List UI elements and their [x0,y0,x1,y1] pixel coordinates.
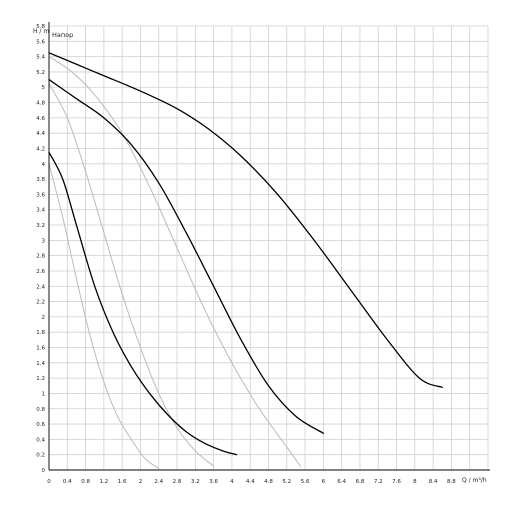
series-line-1 [48,52,443,388]
y-tick-label: 5.8 [36,24,45,30]
series-line-4 [48,56,302,467]
x-tick-label: 8.8 [447,479,456,485]
x-tick-label: 3.6 [209,479,218,485]
y-tick-label: 4.8 [36,101,45,107]
x-tick-label: 4.8 [264,479,273,485]
y-tick-label: 1.6 [36,346,45,352]
y-tick-label: 1.8 [36,330,45,336]
y-tick-label: 2.4 [36,284,45,290]
x-tick-label: 2 [139,479,143,485]
curves [48,52,443,469]
axes [48,22,490,471]
x-tick-label: 5.2 [282,479,291,485]
y-tick-label: 3.8 [36,177,45,183]
y-tick-label: 3.4 [36,208,45,214]
x-tick-label: 8.4 [429,479,438,485]
y-tick-label: 3.2 [36,223,45,229]
x-axis-label: Q / m³/h [462,477,487,484]
grid [48,25,489,471]
y-tick-label: 4.2 [36,146,45,152]
series-line-3 [48,151,238,456]
x-tick-label: 2.8 [173,479,182,485]
series-line-6 [48,163,160,469]
y-tick-label: 4.4 [36,131,45,137]
x-tick-label: 1.6 [118,479,127,485]
y-tick-label: 4.6 [36,116,45,122]
y-tick-label: 2.2 [36,300,45,306]
y-tick-label: 2 [42,315,46,321]
x-tick-label: 0.4 [63,479,72,485]
series-line-2 [48,78,325,434]
x-tick-label: 4 [230,479,234,485]
y-tick-label: 3.6 [36,192,45,198]
y-tick-label: 3 [42,238,46,244]
y-tick-label: 0.8 [36,407,45,413]
x-tick-label: 5.6 [301,479,310,485]
y-axis-label: H / m [33,28,49,35]
y-tick-label: 2.8 [36,254,45,260]
x-tick-label: 2.4 [154,479,163,485]
x-tick-label: 7.6 [392,479,401,485]
x-tick-label: 0 [47,479,51,485]
y-tick-label: 1 [42,391,46,397]
x-tick-label: 1.2 [100,479,109,485]
x-tick-label: 7.2 [374,479,383,485]
chart-title: Напор [52,31,73,39]
x-tick-label: 4.4 [246,479,255,485]
y-tick-label: 5.6 [36,39,45,45]
y-tick-label: 4 [42,162,46,168]
y-tick-label: 0.2 [36,453,45,459]
y-tick-label: 0 [42,468,46,474]
x-tick-label: 0.8 [81,479,90,485]
series-line-5 [48,82,215,467]
x-tick-label: 8 [413,479,417,485]
y-tick-label: 1.2 [36,376,45,382]
x-tick-label: 6.8 [356,479,365,485]
y-tick-labels: 0 0.2 0.4 0.6 0.8 1 1.2 1.4 1.6 1.8 2 2.2 2.4 2.6 2.8 3… [36,24,45,474]
y-tick-label: 0.4 [36,437,45,443]
x-tick-label: 3.2 [191,479,200,485]
y-tick-label: 5.4 [36,55,45,61]
x-tick-label: 6.4 [337,479,346,485]
y-tick-label: 5 [42,85,46,91]
y-tick-label: 0.6 [36,422,45,428]
y-tick-label: 1.4 [36,361,45,367]
y-tick-label: 2.6 [36,269,45,275]
x-tick-labels: 0 0.4 0.8 1.2 1.6 2 2.4 2.8 3.2 3.6 4 4.4 4.8 5.2 5.6 6… [47,479,456,485]
y-tick-label: 5.2 [36,70,45,76]
x-tick-label: 6 [322,479,326,485]
